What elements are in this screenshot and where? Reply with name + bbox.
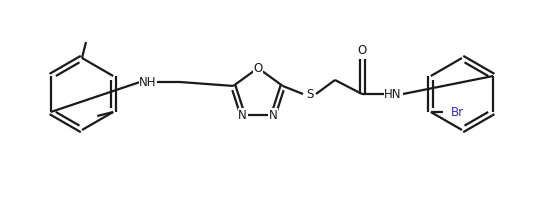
Text: NH: NH bbox=[139, 76, 157, 88]
Text: HN: HN bbox=[384, 87, 402, 101]
Text: S: S bbox=[306, 87, 314, 101]
Text: O: O bbox=[357, 44, 367, 58]
Text: N: N bbox=[238, 108, 247, 122]
Text: Br: Br bbox=[451, 105, 464, 119]
Text: O: O bbox=[253, 61, 263, 75]
Text: N: N bbox=[269, 108, 278, 122]
